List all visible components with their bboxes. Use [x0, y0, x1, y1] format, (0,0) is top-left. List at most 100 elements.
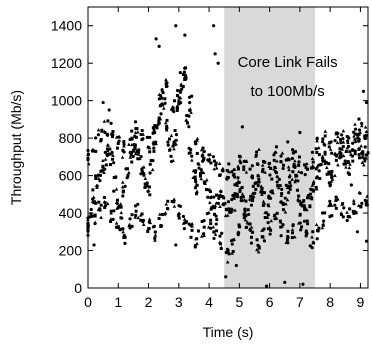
data-point [243, 218, 248, 222]
x-tick-label: 7 [296, 294, 304, 310]
data-point [147, 217, 152, 221]
data-point [323, 129, 328, 133]
data-point [311, 182, 315, 186]
data-point [136, 215, 141, 220]
data-point [224, 208, 228, 212]
data-point [317, 145, 321, 150]
data-point [260, 235, 264, 239]
data-point [297, 194, 301, 198]
data-point [266, 220, 270, 225]
data-point [116, 141, 120, 145]
data-point [335, 153, 339, 157]
data-point [340, 133, 344, 137]
data-point [355, 230, 360, 234]
data-point [121, 148, 125, 152]
data-point [97, 200, 101, 204]
data-point [175, 105, 180, 109]
data-point [220, 231, 224, 235]
data-point [189, 148, 193, 152]
data-point [329, 179, 334, 183]
data-point [256, 243, 260, 247]
data-point [146, 189, 150, 193]
data-point [160, 88, 165, 93]
data-point [200, 154, 204, 158]
data-point [305, 219, 309, 223]
x-tick-label: 2 [145, 294, 153, 310]
data-point [94, 183, 99, 188]
data-point [174, 24, 178, 28]
data-point [263, 160, 267, 164]
data-point [157, 216, 161, 220]
data-point [91, 149, 95, 153]
data-point [199, 168, 203, 172]
data-point [257, 147, 261, 151]
data-point [183, 33, 187, 37]
data-point [119, 205, 123, 209]
data-point [227, 169, 231, 174]
data-point [327, 170, 331, 174]
data-point [305, 167, 309, 171]
data-point [111, 153, 115, 157]
x-axis-label: Time (s) [203, 324, 254, 340]
data-point [212, 212, 216, 216]
data-point [257, 246, 261, 250]
data-point [321, 157, 325, 161]
data-point [317, 226, 321, 230]
data-point [310, 150, 315, 154]
data-point [312, 241, 316, 245]
data-point [136, 157, 140, 161]
data-point [280, 151, 285, 155]
data-point [304, 229, 308, 233]
data-point [278, 219, 282, 223]
data-point [286, 229, 290, 233]
data-point [279, 154, 283, 158]
data-point [180, 87, 184, 91]
data-point [138, 156, 142, 161]
data-point [185, 114, 189, 118]
data-point [103, 201, 107, 205]
data-point [347, 136, 351, 140]
data-point [349, 183, 353, 187]
data-point [347, 214, 351, 218]
x-tick-label: 6 [266, 294, 274, 310]
data-point [173, 129, 177, 133]
data-point [236, 179, 241, 183]
data-point [122, 233, 126, 238]
data-point [347, 165, 352, 170]
data-point [145, 182, 150, 187]
data-point [99, 203, 103, 207]
data-point [94, 136, 98, 140]
data-point [207, 153, 211, 157]
data-point [94, 201, 98, 205]
data-point [152, 128, 156, 132]
data-point [187, 125, 191, 129]
data-point [283, 196, 287, 200]
data-point [162, 106, 166, 110]
data-point [150, 158, 154, 162]
data-point [111, 217, 115, 221]
data-point [314, 147, 318, 151]
data-point [230, 242, 234, 246]
data-point [364, 133, 368, 137]
data-point [229, 209, 234, 213]
data-point [130, 142, 134, 147]
data-point [166, 143, 170, 147]
data-point [112, 209, 116, 213]
data-point [323, 134, 327, 138]
data-point [348, 150, 352, 154]
data-point [131, 148, 135, 152]
data-point [235, 183, 240, 187]
data-point [287, 167, 291, 172]
data-point [336, 134, 340, 139]
data-point [212, 24, 216, 28]
data-point [330, 177, 335, 181]
data-point [169, 133, 174, 138]
data-point [195, 192, 199, 196]
data-point [220, 168, 224, 173]
data-point [314, 222, 319, 227]
data-point [205, 211, 209, 216]
data-point [178, 101, 183, 105]
data-point [214, 222, 218, 226]
data-point [139, 218, 143, 222]
